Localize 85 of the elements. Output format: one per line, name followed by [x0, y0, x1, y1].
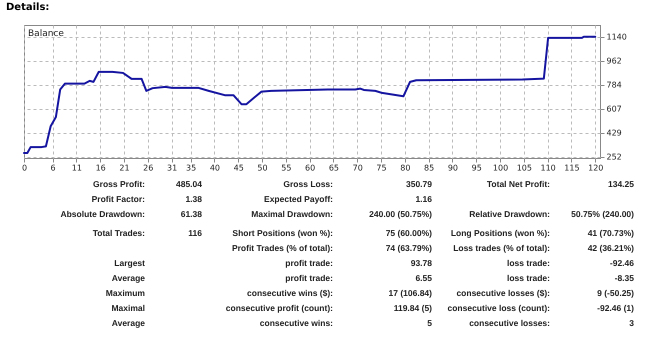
x-tick-label: 60	[305, 164, 316, 172]
x-tick-label: 90	[448, 164, 458, 172]
x-tick-label: 65	[328, 164, 340, 172]
text: Long Positions (won %):	[450, 228, 550, 238]
text: consecutive wins:	[260, 318, 333, 328]
text: 93.78	[410, 258, 432, 268]
text: 5	[427, 318, 432, 328]
chart-title: Details:	[6, 2, 50, 13]
text: -92.46 (1)	[597, 303, 634, 313]
text: 1.38	[185, 194, 202, 204]
text: 485.04	[176, 179, 202, 189]
text: profit trade:	[285, 258, 333, 268]
text: Profit Factor:	[92, 194, 145, 204]
text: consecutive loss (count):	[448, 303, 550, 313]
x-tick-label: 26	[143, 164, 154, 172]
text: Maximum	[106, 288, 145, 298]
text: Average	[112, 318, 145, 328]
x-tick-label: 75	[376, 164, 387, 172]
x-tick-label: 16	[96, 164, 106, 172]
text: Average	[112, 273, 145, 283]
x-tick-label: 45	[234, 164, 244, 172]
x-tick-label: 95	[472, 164, 482, 172]
x-tick-label: 31	[166, 164, 178, 172]
text: Expected Payoff:	[264, 194, 333, 204]
x-tick-label: 70	[352, 164, 363, 172]
text: Gross Profit:	[93, 179, 145, 189]
text: 17 (106.84)	[388, 288, 432, 298]
x-tick-label: 115	[564, 164, 580, 172]
text: -8.35	[614, 273, 634, 283]
x-tick-label: 120	[588, 164, 604, 172]
y-tick-label: 962	[606, 56, 622, 66]
text: 119.84 (5)	[394, 303, 432, 313]
x-tick-label: 11	[72, 164, 82, 172]
y-tick-label: 252	[606, 152, 622, 162]
line-series	[23, 36, 596, 154]
text: Gross Loss:	[283, 179, 333, 189]
text: 9 (-50.25)	[597, 288, 634, 298]
text: Maximal Drawdown:	[251, 209, 333, 219]
x-tick-label: 35	[186, 164, 196, 172]
text: Relative Drawdown:	[469, 209, 550, 219]
text: 61.38	[180, 209, 202, 219]
text: Total Trades:	[92, 228, 145, 238]
text: consecutive losses:	[469, 318, 550, 328]
text: Profit Trades (% of total):	[232, 243, 333, 253]
text: 42 (36.21%)	[588, 243, 634, 253]
x-tick-label: 6	[50, 164, 56, 172]
text: 41 (70.73%)	[588, 228, 634, 238]
text: 75 (60.00%)	[386, 228, 432, 238]
text: -92.46	[610, 258, 634, 268]
x-tick-label: 110	[540, 164, 556, 172]
text: consecutive losses ($):	[456, 288, 550, 298]
text: 74 (63.79%)	[386, 243, 432, 253]
y-tick-label: 784	[606, 80, 622, 90]
text: 1.16	[415, 194, 432, 204]
y-tick-label: 429	[606, 128, 622, 138]
x-tick-label: 100	[492, 164, 508, 172]
text: profit trade:	[285, 273, 333, 283]
y-tick-label: 1140	[606, 32, 627, 42]
text: 350.79	[406, 179, 432, 189]
x-tick-label: 21	[119, 164, 130, 172]
text: Absolute Drawdown:	[60, 209, 145, 219]
text: Short Positions (won %):	[232, 228, 333, 238]
text: Balance	[28, 29, 64, 39]
text: Total Net Profit:	[486, 179, 550, 189]
text: loss trade:	[507, 273, 550, 283]
x-tick-label: 0	[22, 164, 28, 172]
x-tick-label: 50	[257, 164, 268, 172]
text: 3	[629, 318, 634, 328]
x-tick-label: 105	[516, 164, 532, 172]
text: loss trade:	[507, 258, 550, 268]
x-tick-label: 55	[281, 164, 292, 172]
text: 6.55	[415, 273, 432, 283]
text: Largest	[114, 258, 145, 268]
x-tick-label: 80	[400, 164, 410, 172]
text: consecutive profit (count):	[226, 303, 333, 313]
text: consecutive wins ($):	[247, 288, 333, 298]
text: 134.25	[608, 179, 634, 189]
text: 50.75% (240.00)	[571, 209, 634, 219]
y-tick-label: 607	[606, 104, 622, 114]
x-tick-label: 85	[424, 164, 434, 172]
text: Loss trades (% of total):	[453, 243, 550, 253]
text: 116	[188, 228, 202, 238]
text: Maximal	[111, 303, 145, 313]
text: 240.00 (50.75%)	[369, 209, 432, 219]
x-tick-label: 40	[210, 164, 220, 172]
